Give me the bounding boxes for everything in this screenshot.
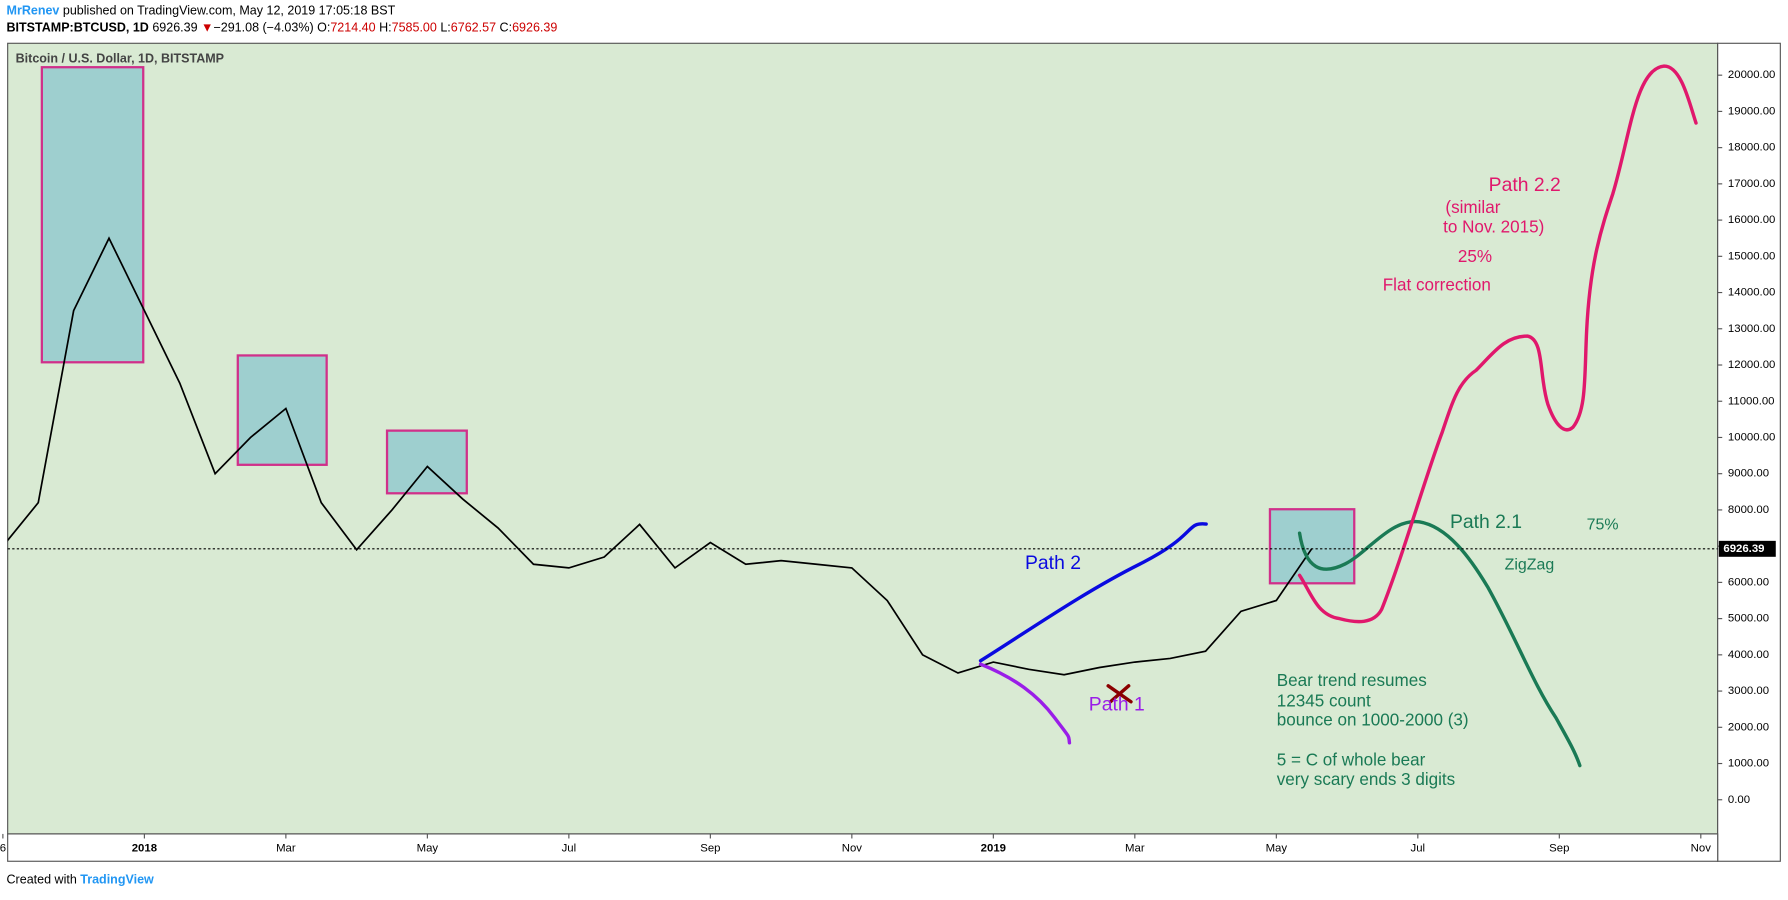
x-tick-label: Jul [1411,843,1426,855]
annotation: (similar [1445,198,1500,217]
y-tick-label: 0.00 [1728,794,1750,806]
annotation: Flat correction [1383,275,1491,294]
path-2-1-curve [1297,520,1582,768]
change: −291.08 (−4.03%) [213,21,313,35]
annotation: very scary ends 3 digits [1277,770,1455,789]
annotation: Path 1 [1089,693,1145,715]
author: MrRenev [7,4,60,18]
h-label: H: [379,21,392,35]
arrow: ▼ [201,21,213,35]
box [40,66,145,364]
y-tick-label: 15000.00 [1728,250,1775,262]
x-tick-label: 6 [0,843,6,855]
y-tick-label: 12000.00 [1728,359,1775,371]
annotation: Path 2.2 [1489,174,1561,196]
open: 7214.40 [330,21,375,35]
price: 6926.39 [152,21,197,35]
box [385,429,468,495]
annotation: 12345 count [1277,691,1371,710]
annotation: Path 2 [1025,552,1081,574]
brand: TradingView [80,873,154,887]
time-axis [7,833,1719,862]
y-tick-label: 13000.00 [1728,323,1775,335]
y-tick-label: 10000.00 [1728,431,1775,443]
y-tick-label: 16000.00 [1728,214,1775,226]
l-label: L: [440,21,450,35]
annotation: Bear trend resumes [1277,671,1427,690]
y-tick-label: 20000.00 [1728,69,1775,81]
last-price-box [1718,540,1776,557]
x-tick-label: May [417,843,439,855]
box [236,354,328,466]
annotation: ZigZag [1505,556,1555,573]
box [1268,508,1356,585]
y-tick-label: 3000.00 [1728,685,1769,697]
c-label: C: [500,21,513,35]
y-tick-label: 5000.00 [1728,613,1769,625]
y-tick-label: 19000.00 [1728,105,1775,117]
y-tick-label: 14000.00 [1728,287,1775,299]
x-tick-label: Mar [276,843,296,855]
annotations: Path 2 Path 1 Path 2.1 75% ZigZag Path 2… [1025,174,1619,789]
x-tick-label: 2019 [981,843,1006,855]
y-tick-label: 6000.00 [1728,576,1769,588]
footer: Created with TradingView [7,873,155,887]
annotation: bounce on 1000-2000 (3) [1277,711,1469,730]
path-1-curve [978,662,1072,745]
x-tick-label: Mar [1125,843,1145,855]
y-tick-label: 9000.00 [1728,468,1769,480]
series-name: Bitcoin / U.S. Dollar, 1D, BITSTAMP [16,52,224,66]
o-label: O: [317,21,330,35]
boxes [40,66,1356,585]
annotation: 25% [1458,247,1492,266]
y-tick-label: 1000.00 [1728,758,1769,770]
y-tick-label: 17000.00 [1728,178,1775,190]
y-tick-label: 8000.00 [1728,504,1769,516]
x-tick-label: Nov [842,843,863,855]
path-2-2-curve [1297,64,1698,624]
x-tick-label: Jul [562,843,577,855]
y-tick-label: 2000.00 [1728,721,1769,733]
low: 6762.57 [451,21,496,35]
y-tick-label: 4000.00 [1728,649,1769,661]
price-axis [1717,42,1781,862]
x-tick-label: Sep [700,843,720,855]
y-tick-label: 11000.00 [1728,395,1775,407]
published: published on TradingView.com, May 12, 20… [63,4,396,18]
annotation: 75% [1587,516,1619,533]
header-line: MrRenev published on TradingView.com, Ma… [7,4,396,18]
close: 6926.39 [512,21,557,35]
symbol: BITSTAMP:BTCUSD, 1D [7,21,149,35]
x-tick-label: Sep [1549,843,1569,855]
last-price-label: 6926.39 [1723,543,1764,555]
created: Created with [7,873,77,887]
annotation: to Nov. 2015) [1443,217,1544,236]
annotation: 5 = C of whole bear [1277,751,1426,770]
high: 7585.00 [392,21,437,35]
path-2-curve [978,522,1208,663]
x-tick-label: 2018 [132,843,157,855]
price-line [7,236,1313,676]
x-tick-label: May [1266,843,1288,855]
annotation: Path 2.1 [1450,511,1522,533]
marks [7,236,1313,676]
x-tick-label: Nov [1691,843,1712,855]
drawings [978,64,1698,768]
symbol-line: BITSTAMP:BTCUSD, 1D 6926.39 ▼−291.08 (−4… [7,21,558,35]
y-tick-label: 18000.00 [1728,142,1775,154]
cross [1106,684,1133,704]
